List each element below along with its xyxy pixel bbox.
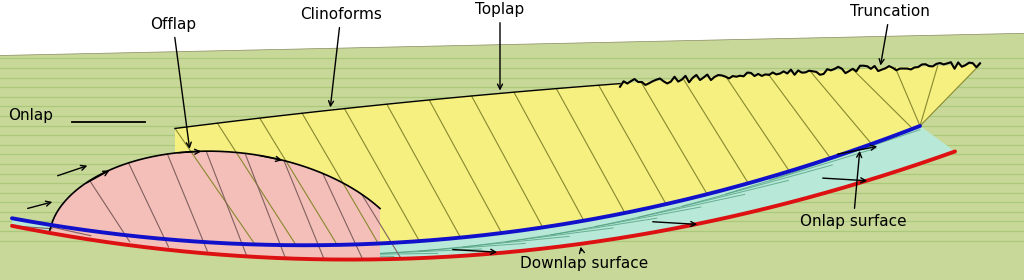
Polygon shape <box>0 33 1024 280</box>
Text: Onlap: Onlap <box>8 108 53 123</box>
Text: Offlap: Offlap <box>150 17 197 148</box>
Text: Truncation: Truncation <box>850 4 930 64</box>
Polygon shape <box>12 151 380 260</box>
Text: Clinoforms: Clinoforms <box>300 7 382 106</box>
Text: Onlap surface: Onlap surface <box>800 152 906 229</box>
Text: Downlap surface: Downlap surface <box>520 248 648 271</box>
Polygon shape <box>175 64 980 245</box>
Text: Toplap: Toplap <box>475 2 524 89</box>
Polygon shape <box>12 126 955 260</box>
